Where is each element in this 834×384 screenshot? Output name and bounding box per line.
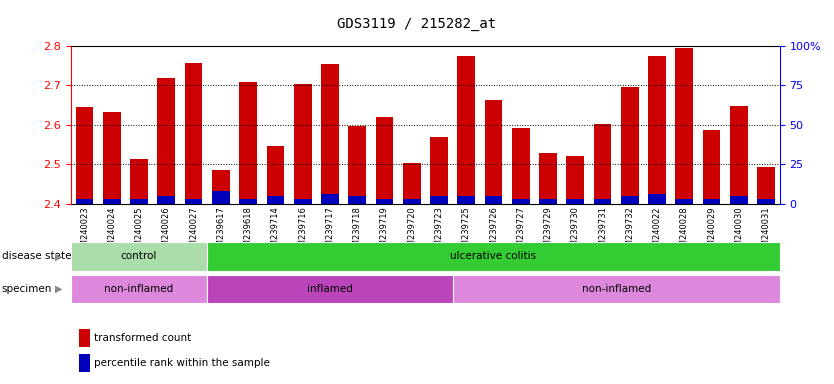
Bar [158,78,175,204]
Bar [130,199,148,204]
Bar [621,195,639,204]
Bar [207,242,780,271]
Text: ulcerative colitis: ulcerative colitis [450,251,536,262]
Bar [485,99,502,204]
Bar [566,199,584,204]
Bar [375,116,394,204]
Bar [294,199,312,204]
Bar [566,156,584,204]
Text: ▶: ▶ [55,284,62,294]
Text: ▶: ▶ [55,251,62,262]
Text: GDS3119 / 215282_at: GDS3119 / 215282_at [338,17,496,31]
Bar [621,87,639,204]
Text: specimen: specimen [2,284,52,294]
Bar [130,159,148,204]
Bar [594,124,611,204]
Bar [212,170,229,204]
Bar [403,163,420,204]
Bar [457,56,475,204]
Bar [103,112,121,204]
Bar [184,63,203,204]
Bar [703,130,721,204]
Bar [349,126,366,204]
Bar [676,48,693,204]
Bar [457,195,475,204]
Bar [648,56,666,204]
Text: transformed count: transformed count [94,333,192,343]
Bar [594,199,611,204]
Bar [539,153,557,204]
Bar [676,199,693,204]
Bar [294,84,312,204]
Bar [648,194,666,204]
Bar [71,242,207,271]
Bar [375,199,394,204]
Text: inflamed: inflamed [307,284,353,294]
Bar [757,199,775,204]
Bar [730,106,748,204]
Bar [730,195,748,204]
Bar [239,199,257,204]
Text: control: control [121,251,158,262]
Bar [76,107,93,204]
Bar [103,199,121,204]
Bar [539,199,557,204]
Bar [207,275,453,303]
Text: disease state: disease state [2,251,71,262]
Bar [512,199,530,204]
Bar [757,167,775,204]
Bar [430,195,448,204]
Text: percentile rank within the sample: percentile rank within the sample [94,358,270,368]
Bar [403,199,420,204]
Bar [321,64,339,204]
Bar [485,195,502,204]
Bar [512,128,530,204]
Bar [703,199,721,204]
Bar [430,137,448,204]
Bar [158,195,175,204]
Bar [212,191,229,204]
Bar [76,199,93,204]
Text: non-inflamed: non-inflamed [581,284,651,294]
Bar [184,199,203,204]
Text: non-inflamed: non-inflamed [104,284,173,294]
Bar [267,195,284,204]
Bar [349,195,366,204]
Bar [71,275,207,303]
Bar [321,194,339,204]
Bar [267,146,284,204]
Bar [239,81,257,204]
Bar [453,275,780,303]
